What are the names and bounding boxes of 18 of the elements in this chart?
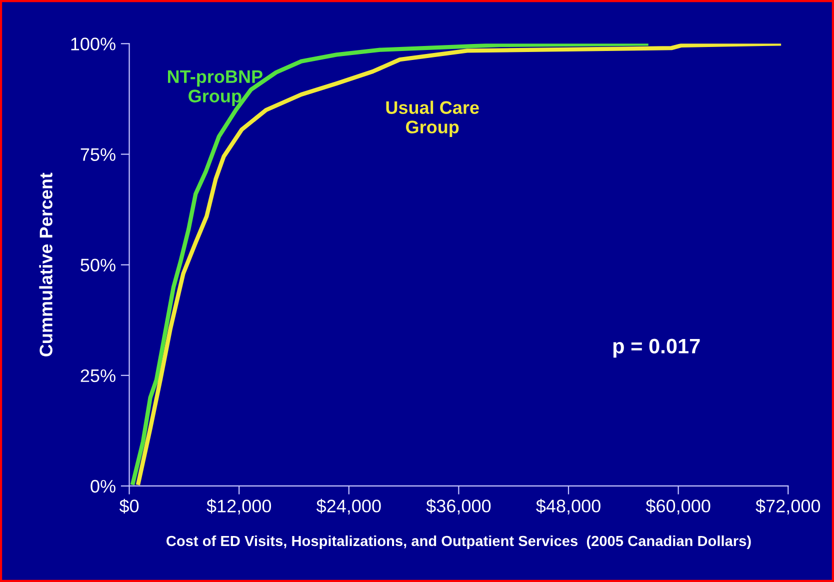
series-label: NT-proBNP Group	[168, 70, 262, 106]
y-tick-label: 25%	[80, 369, 116, 382]
x-tick-label: $0	[119, 498, 139, 514]
y-tick-label: 100%	[71, 38, 116, 50]
y-axis-title: Cummulative Percent	[39, 172, 52, 356]
x-tick-label: $72,000	[756, 498, 820, 515]
series-label: Usual Care Group	[386, 100, 479, 137]
x-axis-title: Cost of ED Visits, Hospitalizations, and Outpatient Services (2005 Canadian Dollars)	[166, 535, 751, 550]
x-tick-label: $48,000	[536, 498, 600, 515]
line-series	[136, 44, 782, 485]
x-tick-label: $36,000	[426, 498, 491, 515]
x-tick-label: $24,000	[316, 498, 381, 515]
y-tick-label: 50%	[80, 258, 116, 272]
x-tick-label: $60,000	[646, 498, 710, 515]
y-tick-label: 0%	[90, 480, 116, 493]
y-tick-label: 75%	[80, 148, 116, 161]
annotation: p = 0.017	[613, 338, 700, 358]
x-tick-label: $12,000	[206, 498, 272, 515]
